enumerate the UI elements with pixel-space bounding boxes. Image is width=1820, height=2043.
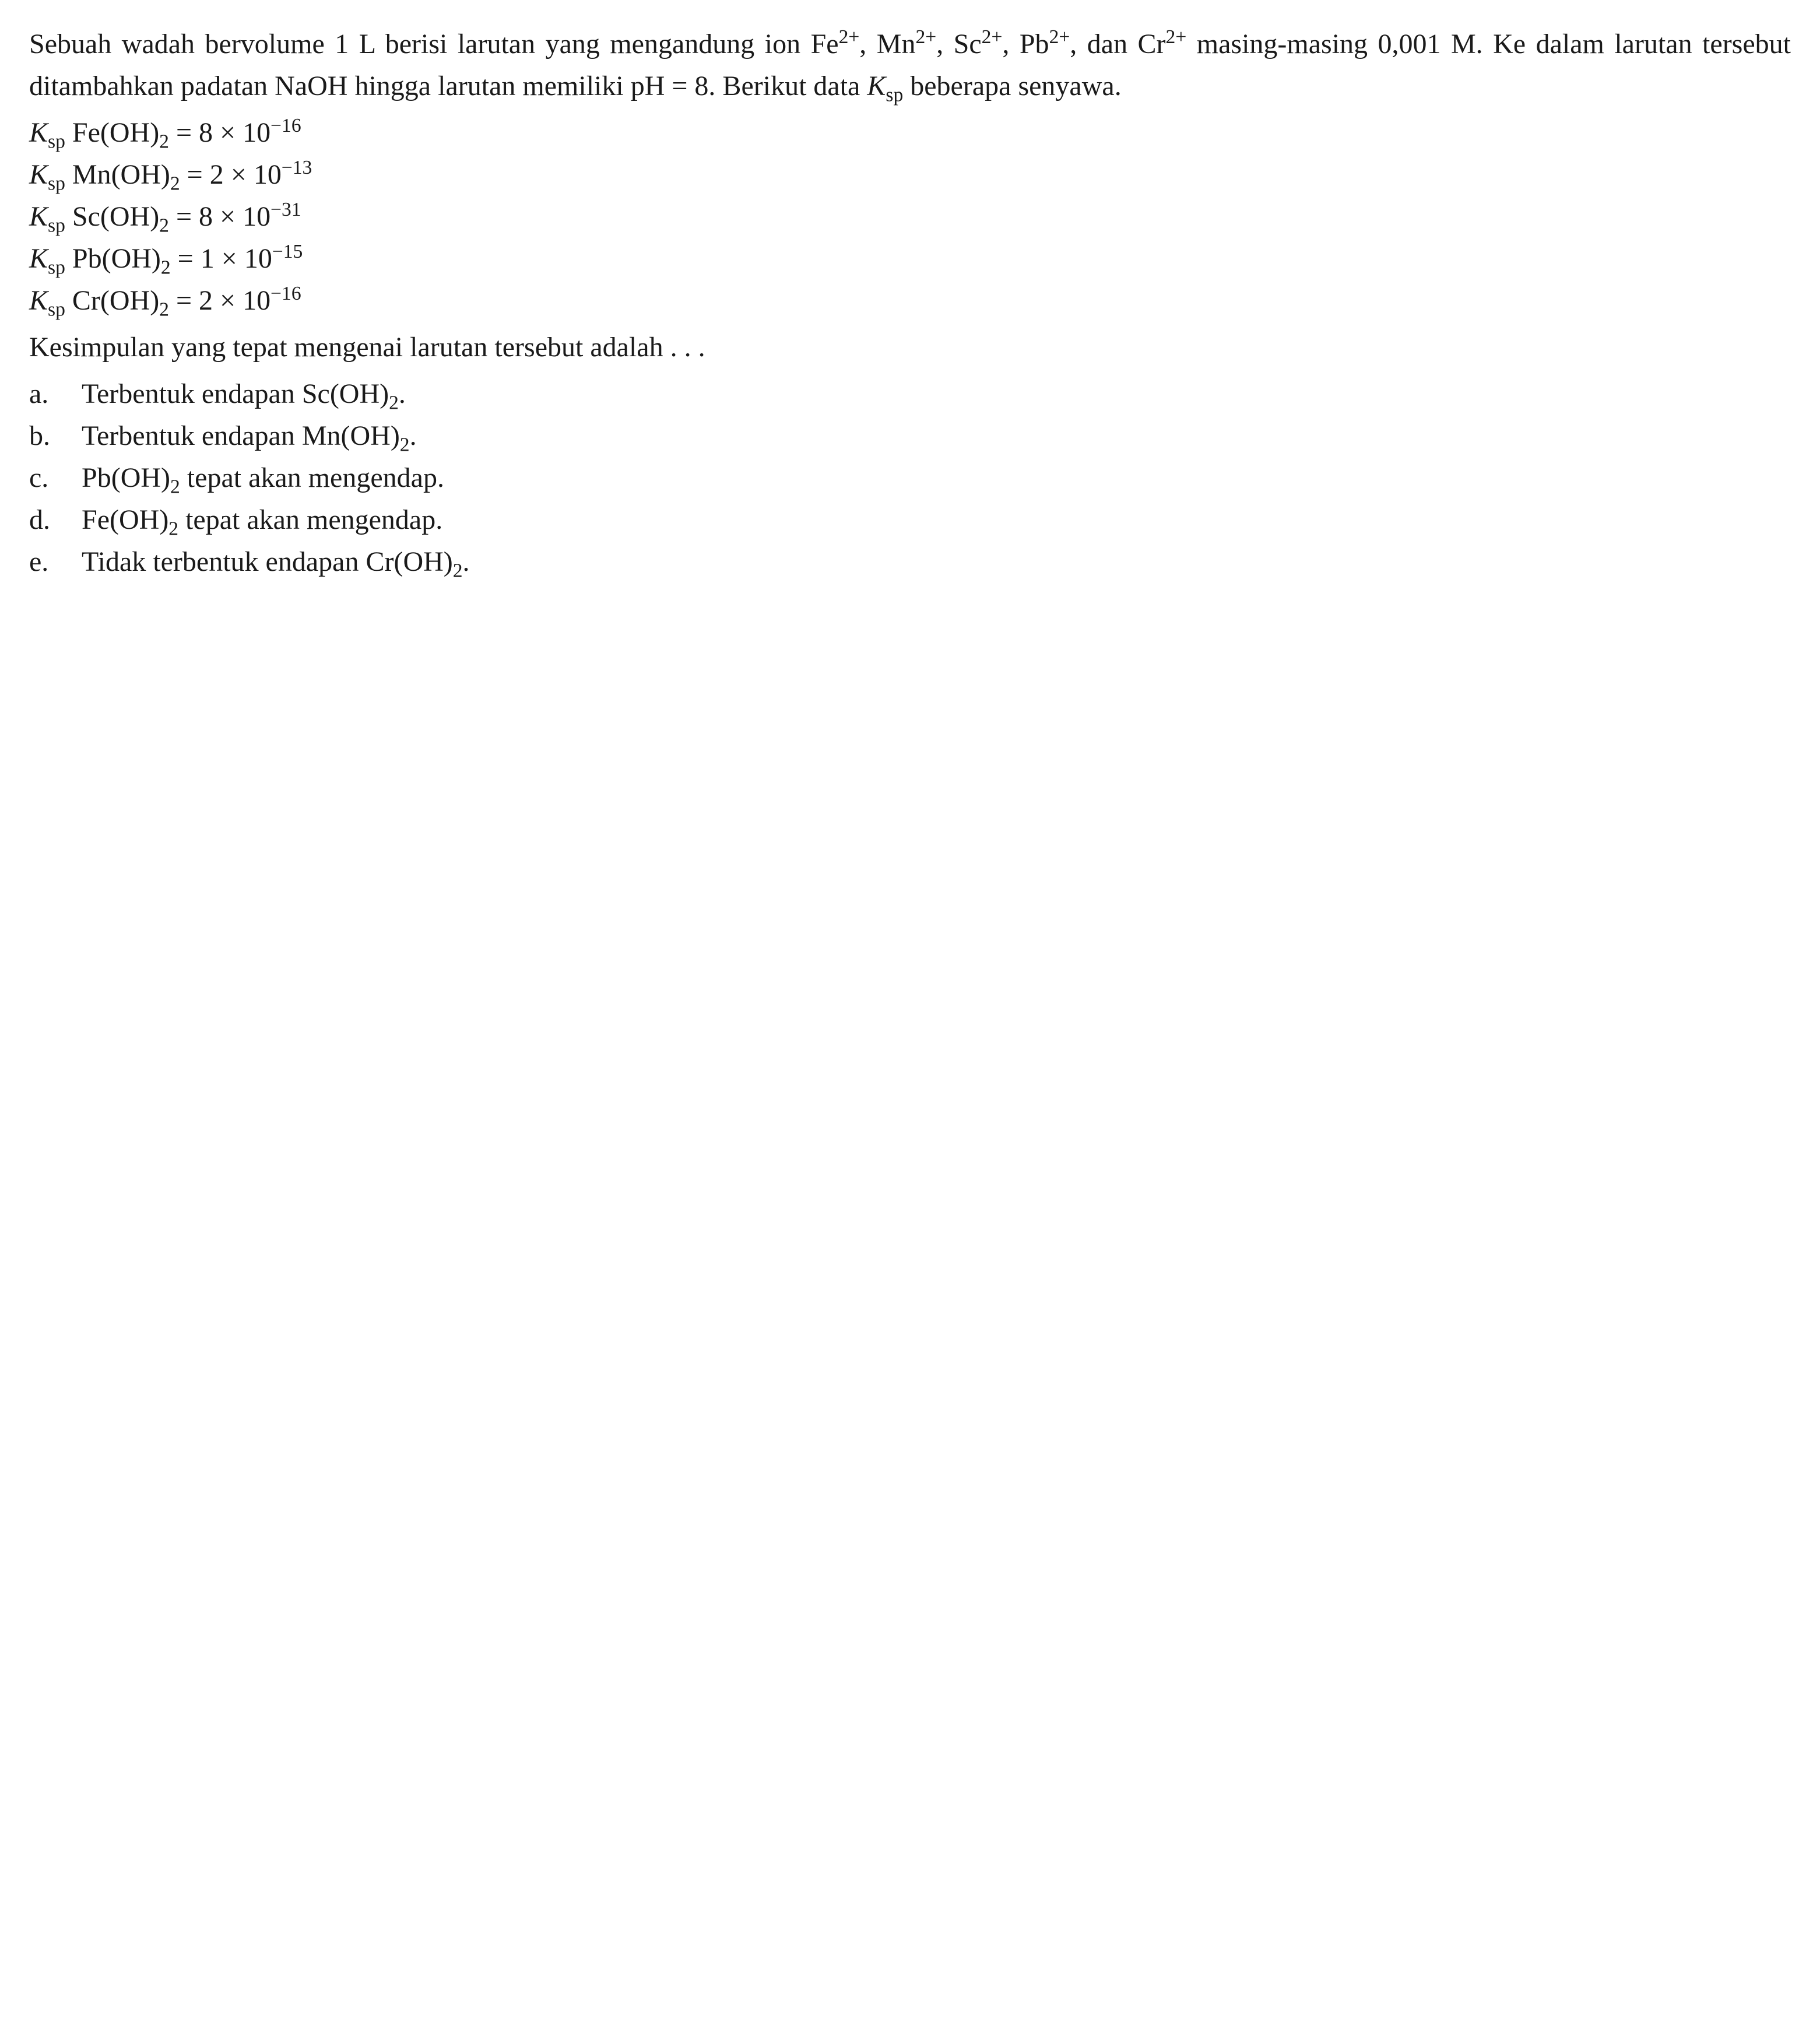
ten: 10 bbox=[243, 117, 270, 148]
times: × bbox=[215, 243, 244, 274]
option-letter: a. bbox=[29, 373, 82, 415]
equals: = bbox=[169, 285, 199, 316]
hydroxide: (OH) bbox=[100, 285, 159, 316]
ksp-list: Ksp Fe(OH)2 = 8 × 10−16 Ksp Mn(OH)2 = 2 … bbox=[29, 112, 1791, 322]
coefficient: 2 bbox=[199, 285, 213, 316]
ksp-symbol: K bbox=[29, 285, 48, 316]
charge-cr: 2+ bbox=[1166, 26, 1187, 48]
option-letter: b. bbox=[29, 415, 82, 457]
ten: 10 bbox=[243, 285, 270, 316]
intro-text: , dan Cr bbox=[1070, 29, 1165, 59]
element: Pb bbox=[65, 243, 102, 274]
hydroxide: (OH) bbox=[111, 159, 170, 190]
sp-subscript: sp bbox=[886, 85, 903, 106]
sp-subscript: sp bbox=[48, 257, 65, 279]
option-letter: e. bbox=[29, 541, 82, 583]
intro-text: , Sc bbox=[936, 29, 981, 59]
equals: = bbox=[169, 201, 199, 232]
charge-fe: 2+ bbox=[839, 26, 860, 48]
options-list: a. Terbentuk endapan Sc(OH)2. b. Terbent… bbox=[29, 373, 1791, 583]
times: × bbox=[224, 159, 254, 190]
option-a: a. Terbentuk endapan Sc(OH)2. bbox=[29, 373, 1791, 415]
coefficient: 8 bbox=[199, 201, 213, 232]
coefficient: 1 bbox=[201, 243, 215, 274]
ksp-symbol: K bbox=[867, 71, 886, 101]
element: Sc bbox=[65, 201, 100, 232]
ksp-line-pb: Ksp Pb(OH)2 = 1 × 10−15 bbox=[29, 238, 1791, 280]
intro-text: , Mn bbox=[859, 29, 915, 59]
times: × bbox=[213, 201, 243, 232]
ksp-symbol: K bbox=[29, 159, 48, 190]
equals: = bbox=[171, 243, 201, 274]
sp-subscript: sp bbox=[48, 215, 65, 237]
intro-text: , Pb bbox=[1002, 29, 1049, 59]
ksp-symbol: K bbox=[29, 243, 48, 274]
option-c: c. Pb(OH)2 tepat akan mengendap. bbox=[29, 457, 1791, 499]
charge-sc: 2+ bbox=[982, 26, 1003, 48]
sp-subscript: sp bbox=[48, 299, 65, 321]
option-letter: c. bbox=[29, 457, 82, 499]
times: × bbox=[213, 117, 243, 148]
option-d: d. Fe(OH)2 tepat akan mengendap. bbox=[29, 499, 1791, 541]
ksp-symbol: K bbox=[29, 201, 48, 232]
ksp-line-sc: Ksp Sc(OH)2 = 8 × 10−31 bbox=[29, 196, 1791, 238]
element: Cr bbox=[65, 285, 100, 316]
charge-pb: 2+ bbox=[1049, 26, 1070, 48]
ten: 10 bbox=[243, 201, 270, 232]
option-text: Tidak terbentuk endapan Cr(OH)2. bbox=[82, 541, 470, 583]
exponent: −31 bbox=[270, 199, 301, 220]
subscript-two: 2 bbox=[170, 173, 180, 195]
equals: = bbox=[180, 159, 210, 190]
subscript-two: 2 bbox=[159, 215, 169, 237]
sp-subscript: sp bbox=[48, 173, 65, 195]
ksp-line-fe: Ksp Fe(OH)2 = 8 × 10−16 bbox=[29, 112, 1791, 154]
ten: 10 bbox=[254, 159, 282, 190]
exponent: −16 bbox=[270, 283, 301, 304]
exponent: −13 bbox=[282, 157, 312, 178]
option-text: Pb(OH)2 tepat akan mengendap. bbox=[82, 457, 444, 499]
equals: = bbox=[169, 117, 199, 148]
ksp-line-cr: Ksp Cr(OH)2 = 2 × 10−16 bbox=[29, 280, 1791, 322]
exponent: −16 bbox=[270, 115, 301, 136]
option-text: Fe(OH)2 tepat akan mengendap. bbox=[82, 499, 442, 541]
intro-text: beberapa senyawa. bbox=[903, 71, 1121, 101]
subscript-two: 2 bbox=[161, 257, 171, 279]
intro-paragraph: Sebuah wadah bervolume 1 L berisi laruta… bbox=[29, 23, 1791, 107]
subscript-two: 2 bbox=[159, 131, 169, 153]
option-b: b. Terbentuk endapan Mn(OH)2. bbox=[29, 415, 1791, 457]
conclusion-text: Kesimpulan yang tepat mengenai larutan t… bbox=[29, 327, 1791, 368]
exponent: −15 bbox=[272, 241, 303, 262]
ksp-symbol: K bbox=[29, 117, 48, 148]
element: Mn bbox=[65, 159, 111, 190]
times: × bbox=[213, 285, 243, 316]
element: Fe bbox=[65, 117, 100, 148]
option-letter: d. bbox=[29, 499, 82, 541]
charge-mn: 2+ bbox=[915, 26, 936, 48]
ten: 10 bbox=[244, 243, 272, 274]
option-text: Terbentuk endapan Mn(OH)2. bbox=[82, 415, 417, 457]
hydroxide: (OH) bbox=[100, 117, 159, 148]
option-text: Terbentuk endapan Sc(OH)2. bbox=[82, 373, 406, 415]
intro-text: Sebuah wadah bervolume 1 L berisi laruta… bbox=[29, 29, 839, 59]
hydroxide: (OH) bbox=[100, 201, 159, 232]
option-e: e. Tidak terbentuk endapan Cr(OH)2. bbox=[29, 541, 1791, 583]
ksp-line-mn: Ksp Mn(OH)2 = 2 × 10−13 bbox=[29, 154, 1791, 196]
coefficient: 2 bbox=[210, 159, 224, 190]
sp-subscript: sp bbox=[48, 131, 65, 153]
hydroxide: (OH) bbox=[102, 243, 161, 274]
subscript-two: 2 bbox=[159, 299, 169, 321]
coefficient: 8 bbox=[199, 117, 213, 148]
